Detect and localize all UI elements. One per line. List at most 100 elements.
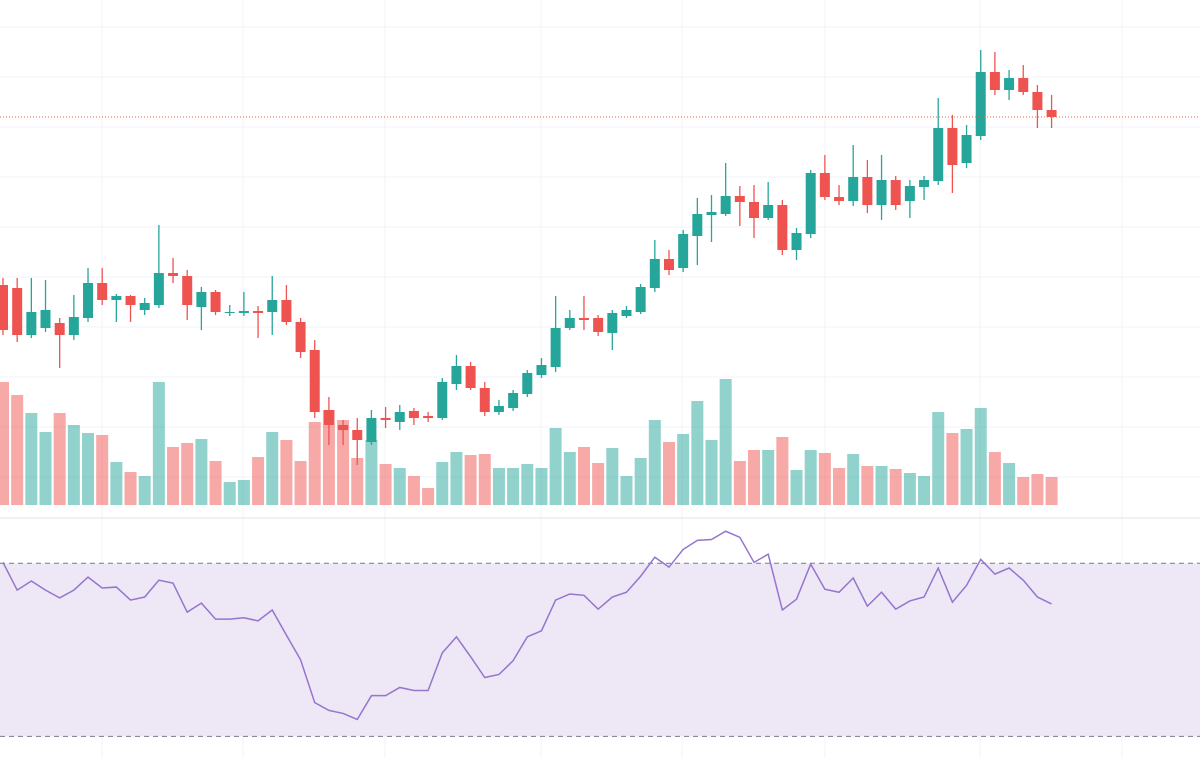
candle-body (635, 287, 646, 312)
volume-bar (705, 440, 718, 505)
volume-bar (733, 461, 746, 505)
volume-bar (266, 432, 279, 505)
volume-bar (96, 435, 109, 505)
candle-body (380, 418, 391, 420)
candle-body (437, 382, 448, 418)
volume-bar (450, 452, 463, 505)
candle-body (408, 411, 419, 418)
volume-bar (719, 379, 732, 505)
volume-bar (960, 429, 973, 505)
candle-body (1018, 78, 1029, 92)
candle-body (295, 322, 306, 352)
volume-bar (790, 470, 803, 505)
candle-body (125, 296, 136, 305)
volume-bar (691, 401, 704, 505)
volume-bar (237, 480, 250, 505)
volume-bar (1045, 477, 1058, 505)
volume-bar (53, 413, 66, 505)
volume-bar (974, 408, 987, 505)
volume-bar (932, 412, 945, 505)
candle-body (607, 313, 618, 333)
candle-body (777, 205, 788, 250)
candle-body (309, 350, 320, 412)
candle-body (423, 416, 434, 418)
candle-body (749, 202, 760, 218)
candle-body (734, 196, 745, 202)
volume-bar (492, 468, 505, 505)
candle-body (139, 303, 150, 310)
volume-bar (252, 457, 265, 505)
candle-body (210, 292, 221, 312)
volume-bar (577, 447, 590, 505)
volume-bar (762, 450, 775, 505)
candle-body (890, 180, 901, 205)
candle-body (692, 214, 703, 236)
candle-body (961, 135, 972, 163)
volume-bar (507, 468, 520, 505)
volume-bar (1003, 463, 1016, 505)
volume-bar (464, 455, 477, 505)
volume-bar (677, 434, 690, 505)
candle-body (1046, 110, 1057, 117)
volume-bar (294, 461, 307, 505)
volume-bar (365, 440, 378, 505)
candle-body (40, 310, 51, 328)
volume-bar (549, 428, 562, 505)
candle-body (238, 311, 249, 313)
candle-body (649, 259, 660, 288)
volume-bar (138, 476, 151, 505)
rsi-line (2, 530, 1052, 721)
candle-body (933, 128, 944, 181)
volume-bar (11, 395, 24, 505)
candle-body (68, 317, 79, 335)
volume-bar (918, 476, 931, 505)
candle-body (1004, 78, 1015, 90)
candle-body (678, 234, 689, 268)
volume-bar (988, 452, 1001, 505)
volume-bar (209, 461, 222, 505)
volume-bar (521, 464, 534, 505)
volume-bar (662, 442, 675, 505)
candle-body (862, 177, 873, 205)
volume-bar (223, 482, 236, 505)
volume-bar (592, 463, 605, 505)
volume-bar (1031, 474, 1044, 505)
volume-bar (280, 440, 293, 505)
candle-body (564, 318, 575, 328)
candle-body (224, 312, 235, 313)
candle-body (593, 318, 604, 332)
candle-body (97, 283, 108, 300)
candle-body (848, 177, 859, 201)
candle-body (578, 318, 589, 320)
volume-bar (1017, 477, 1030, 505)
volume-bar (152, 382, 165, 505)
volume-bar (393, 468, 406, 505)
candle-body (253, 311, 264, 313)
candle-body (975, 72, 986, 136)
candle-body (522, 373, 533, 394)
volume-bar (889, 469, 902, 505)
volume-bar (861, 466, 874, 505)
candle-body (706, 212, 717, 215)
volume-bar (833, 468, 846, 505)
candle-body (394, 412, 405, 422)
candle-body (1032, 92, 1043, 110)
candle-body (83, 283, 94, 318)
volume-bar (351, 458, 364, 505)
candle-body (550, 328, 561, 367)
volume-bar (67, 425, 80, 505)
volume-bar (847, 454, 860, 505)
candle-body (508, 393, 519, 408)
candle-body (111, 296, 122, 300)
volume-bar (124, 472, 137, 505)
candle-body (451, 366, 462, 384)
candle-body (904, 186, 915, 201)
volume-bar (606, 448, 619, 505)
candle-body (989, 72, 1000, 90)
candle-body (12, 288, 23, 335)
volume-bar (308, 422, 321, 505)
volume-bar (535, 468, 548, 505)
volume-bar (478, 454, 491, 505)
volume-bar (748, 450, 761, 505)
candle-body (493, 406, 504, 412)
